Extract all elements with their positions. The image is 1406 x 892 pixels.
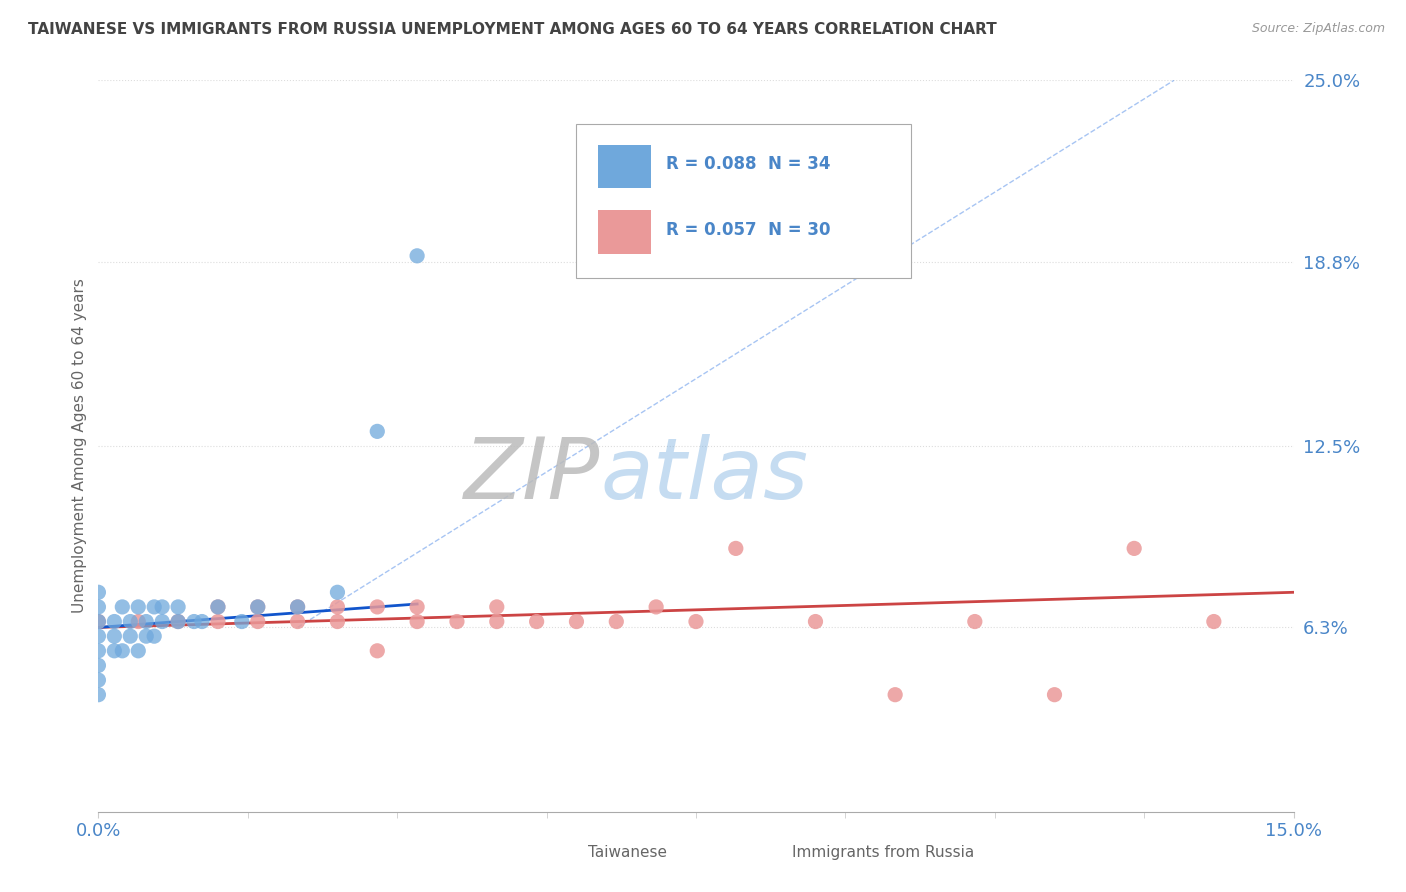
Text: Immigrants from Russia: Immigrants from Russia: [792, 846, 974, 860]
Point: [326, 585, 349, 599]
Point: [406, 249, 429, 263]
Point: [103, 615, 125, 629]
Point: [485, 599, 508, 614]
Point: [103, 644, 125, 658]
Text: R = 0.088  N = 34: R = 0.088 N = 34: [666, 155, 831, 173]
Point: [446, 615, 468, 629]
Point: [1202, 615, 1225, 629]
Point: [485, 615, 508, 629]
Text: Source: ZipAtlas.com: Source: ZipAtlas.com: [1251, 22, 1385, 36]
Y-axis label: Unemployment Among Ages 60 to 64 years: Unemployment Among Ages 60 to 64 years: [72, 278, 87, 614]
Point: [143, 629, 166, 643]
Point: [207, 599, 229, 614]
Point: [87, 615, 110, 629]
Point: [804, 615, 827, 629]
Point: [103, 629, 125, 643]
Text: R = 0.057  N = 30: R = 0.057 N = 30: [666, 221, 831, 239]
FancyBboxPatch shape: [741, 845, 786, 875]
Point: [127, 599, 149, 614]
Point: [87, 615, 110, 629]
FancyBboxPatch shape: [598, 211, 651, 253]
Point: [127, 615, 149, 629]
Point: [87, 644, 110, 658]
Text: TAIWANESE VS IMMIGRANTS FROM RUSSIA UNEMPLOYMENT AMONG AGES 60 TO 64 YEARS CORRE: TAIWANESE VS IMMIGRANTS FROM RUSSIA UNEM…: [28, 22, 997, 37]
Point: [884, 688, 907, 702]
Text: atlas: atlas: [600, 434, 808, 516]
Point: [167, 599, 190, 614]
FancyBboxPatch shape: [598, 145, 651, 188]
Point: [645, 599, 668, 614]
Point: [87, 599, 110, 614]
Point: [111, 599, 134, 614]
Point: [150, 599, 173, 614]
Point: [287, 615, 309, 629]
Point: [605, 615, 627, 629]
Point: [366, 425, 388, 439]
Point: [120, 615, 142, 629]
Point: [366, 599, 388, 614]
Point: [135, 629, 157, 643]
FancyBboxPatch shape: [576, 124, 911, 277]
Point: [1123, 541, 1146, 556]
Point: [1043, 688, 1066, 702]
Point: [287, 599, 309, 614]
Point: [207, 599, 229, 614]
Point: [326, 615, 349, 629]
Point: [87, 658, 110, 673]
Point: [167, 615, 190, 629]
Text: ZIP: ZIP: [464, 434, 600, 516]
Point: [565, 615, 588, 629]
Point: [246, 599, 269, 614]
Point: [183, 615, 205, 629]
Text: Taiwanese: Taiwanese: [588, 846, 668, 860]
Point: [87, 629, 110, 643]
Point: [366, 644, 388, 658]
Point: [111, 644, 134, 658]
Point: [406, 615, 429, 629]
Point: [87, 688, 110, 702]
Point: [127, 644, 149, 658]
Point: [246, 599, 269, 614]
Point: [87, 673, 110, 687]
Point: [685, 615, 707, 629]
Point: [231, 615, 253, 629]
Point: [191, 615, 214, 629]
FancyBboxPatch shape: [538, 845, 582, 875]
Point: [406, 599, 429, 614]
Point: [724, 541, 747, 556]
Point: [246, 615, 269, 629]
Point: [87, 585, 110, 599]
Point: [963, 615, 986, 629]
Point: [143, 599, 166, 614]
Point: [287, 599, 309, 614]
Point: [135, 615, 157, 629]
Point: [167, 615, 190, 629]
Point: [526, 615, 548, 629]
Point: [207, 615, 229, 629]
Point: [326, 599, 349, 614]
Point: [120, 629, 142, 643]
Point: [150, 615, 173, 629]
